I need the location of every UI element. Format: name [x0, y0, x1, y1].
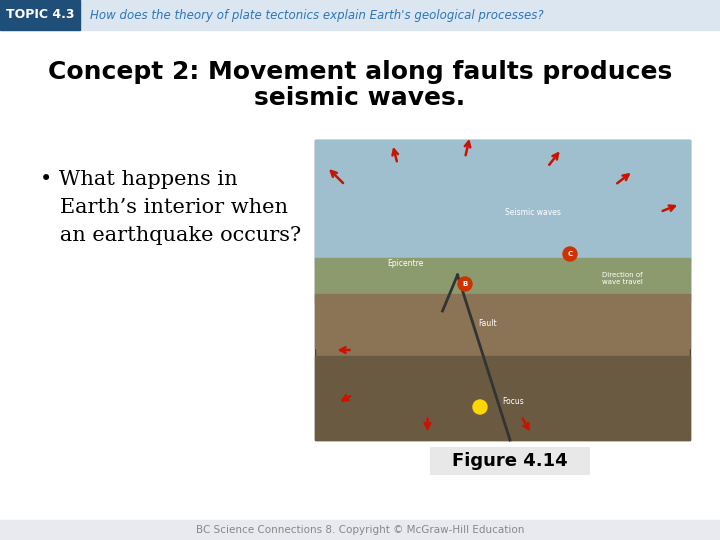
- Circle shape: [563, 247, 577, 261]
- Text: Figure 4.14: Figure 4.14: [452, 452, 568, 470]
- Bar: [315, 258, 690, 302]
- Bar: [315, 356, 690, 440]
- Circle shape: [473, 400, 487, 414]
- Text: Focus: Focus: [503, 397, 524, 406]
- Circle shape: [458, 277, 472, 291]
- Text: Seismic waves: Seismic waves: [505, 208, 560, 217]
- Text: • What happens in: • What happens in: [40, 170, 238, 189]
- Text: How does the theory of plate tectonics explain Earth's geological processes?: How does the theory of plate tectonics e…: [90, 9, 544, 22]
- Bar: [0, 0, 80, 30]
- FancyBboxPatch shape: [430, 447, 590, 475]
- Bar: [0, 520, 720, 540]
- Text: Fault: Fault: [478, 319, 497, 328]
- Bar: [0, 0, 720, 30]
- Bar: [315, 140, 690, 266]
- Text: seismic waves.: seismic waves.: [254, 86, 466, 110]
- Text: Earth’s interior when: Earth’s interior when: [40, 198, 288, 217]
- Text: C: C: [567, 251, 572, 257]
- Text: TOPIC 4.3: TOPIC 4.3: [6, 9, 74, 22]
- Text: Epicentre: Epicentre: [387, 259, 423, 268]
- Bar: [315, 140, 690, 440]
- Bar: [315, 294, 690, 348]
- Text: B: B: [462, 281, 467, 287]
- Text: an earthquake occurs?: an earthquake occurs?: [40, 226, 301, 245]
- Text: Concept 2: Movement along faults produces: Concept 2: Movement along faults produce…: [48, 60, 672, 84]
- Text: BC Science Connections 8. Copyright © McGraw-Hill Education: BC Science Connections 8. Copyright © Mc…: [196, 525, 524, 535]
- Text: Direction of
wave travel: Direction of wave travel: [602, 272, 643, 285]
